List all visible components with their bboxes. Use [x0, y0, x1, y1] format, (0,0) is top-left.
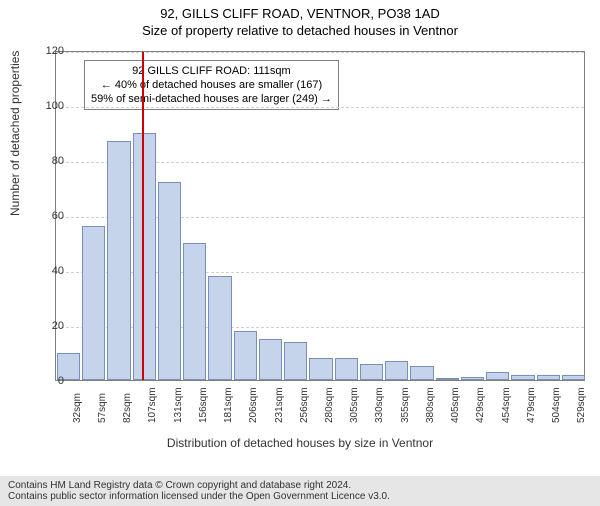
- histogram-bar: [486, 372, 509, 380]
- xtick-label: 32sqm: [72, 393, 83, 423]
- xtick-label: 256sqm: [299, 387, 310, 423]
- xtick-label: 529sqm: [576, 387, 587, 423]
- histogram-bar: [537, 375, 560, 381]
- footer-line1: Contains HM Land Registry data © Crown c…: [8, 480, 592, 491]
- xtick-label: 131sqm: [173, 387, 184, 423]
- xtick-label: 107sqm: [147, 387, 158, 423]
- xtick-label: 280sqm: [324, 387, 335, 423]
- plot-area: 92 GILLS CLIFF ROAD: 111sqm ← 40% of det…: [55, 51, 585, 381]
- footer-line2: Contains public sector information licen…: [8, 491, 592, 502]
- gridline: [56, 52, 584, 53]
- histogram-bar: [284, 342, 307, 381]
- histogram-bar: [385, 361, 408, 380]
- ytick-label: 40: [36, 265, 64, 277]
- histogram-bar: [335, 358, 358, 380]
- ytick-label: 60: [36, 210, 64, 222]
- histogram-bar: [360, 364, 383, 381]
- xtick-label: 454sqm: [501, 387, 512, 423]
- xtick-label: 82sqm: [122, 393, 133, 423]
- ytick-label: 120: [36, 45, 64, 57]
- annotation-line1: 92 GILLS CLIFF ROAD: 111sqm: [91, 64, 332, 78]
- xtick-label: 181sqm: [223, 387, 234, 423]
- histogram-bar: [309, 358, 332, 380]
- annotation-box: 92 GILLS CLIFF ROAD: 111sqm ← 40% of det…: [84, 60, 339, 110]
- ytick-label: 20: [36, 320, 64, 332]
- histogram-bar: [410, 366, 433, 380]
- histogram-bar: [133, 133, 156, 381]
- xtick-label: 305sqm: [349, 387, 360, 423]
- histogram-bar: [82, 226, 105, 380]
- histogram-bar: [158, 182, 181, 380]
- xtick-label: 156sqm: [198, 387, 209, 423]
- xtick-label: 355sqm: [400, 387, 411, 423]
- ytick-label: 100: [36, 100, 64, 112]
- histogram-bar: [259, 339, 282, 380]
- histogram-bar: [562, 375, 585, 381]
- xtick-label: 206sqm: [248, 387, 259, 423]
- xtick-label: 380sqm: [425, 387, 436, 423]
- histogram-bar: [107, 141, 130, 380]
- histogram-bar: [436, 378, 459, 380]
- ytick-label: 0: [36, 375, 64, 387]
- xtick-label: 504sqm: [551, 387, 562, 423]
- x-axis-label: Distribution of detached houses by size …: [0, 436, 600, 450]
- xtick-label: 231sqm: [274, 387, 285, 423]
- histogram-bar: [234, 331, 257, 381]
- y-axis-label: Number of detached properties: [8, 51, 22, 216]
- xtick-label: 405sqm: [450, 387, 461, 423]
- ytick-label: 80: [36, 155, 64, 167]
- histogram-chart: 92 GILLS CLIFF ROAD: 111sqm ← 40% of det…: [55, 51, 585, 381]
- histogram-bar: [183, 243, 206, 381]
- histogram-bar: [511, 375, 534, 381]
- gridline: [56, 107, 584, 108]
- annotation-line2: ← 40% of detached houses are smaller (16…: [91, 78, 332, 92]
- property-marker-line: [142, 52, 144, 380]
- xtick-label: 330sqm: [374, 387, 385, 423]
- histogram-bar: [208, 276, 231, 381]
- xtick-label: 479sqm: [526, 387, 537, 423]
- histogram-bar: [461, 377, 484, 380]
- footer: Contains HM Land Registry data © Crown c…: [0, 476, 600, 506]
- annotation-line3: 59% of semi-detached houses are larger (…: [91, 92, 332, 106]
- xtick-label: 429sqm: [475, 387, 486, 423]
- page-title-line2: Size of property relative to detached ho…: [0, 23, 600, 38]
- page-title-line1: 92, GILLS CLIFF ROAD, VENTNOR, PO38 1AD: [0, 6, 600, 21]
- xtick-label: 57sqm: [97, 393, 108, 423]
